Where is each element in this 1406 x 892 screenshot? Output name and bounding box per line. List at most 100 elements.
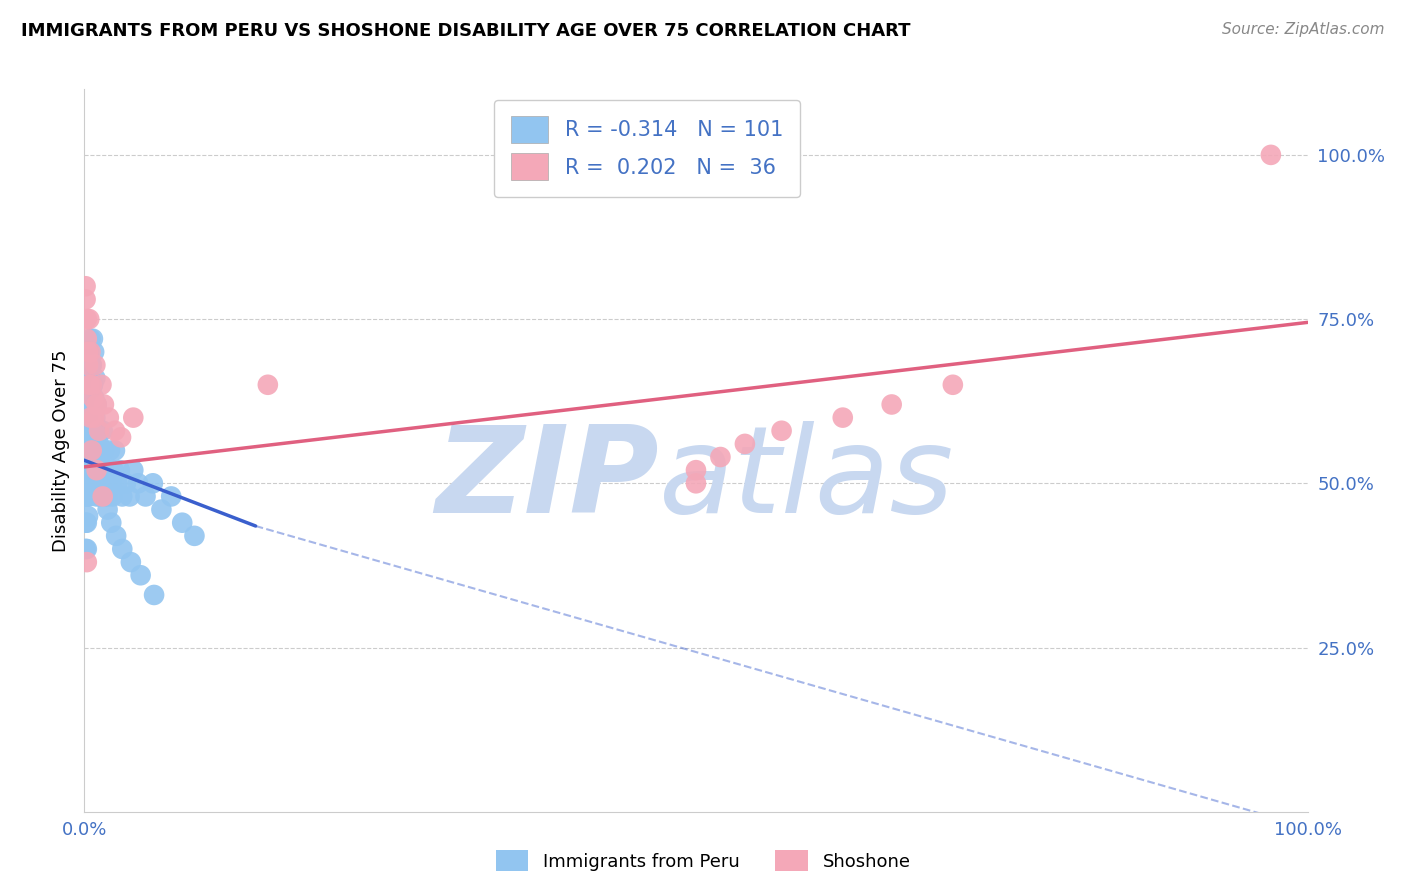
Point [75, 463, 97, 477]
Point [77, 377, 100, 392]
Point [93, 443, 115, 458]
Point [129, 568, 152, 582]
Point [76, 332, 98, 346]
Point [77, 476, 100, 491]
Point [77, 476, 100, 491]
Point [80, 443, 103, 458]
Point [86, 463, 108, 477]
Point [79, 410, 101, 425]
Point [79, 450, 101, 464]
Point [160, 490, 183, 504]
Text: IMMIGRANTS FROM PERU VS SHOSHONE DISABILITY AGE OVER 75 CORRELATION CHART: IMMIGRANTS FROM PERU VS SHOSHONE DISABIL… [21, 22, 911, 40]
Point [76, 541, 98, 556]
Point [83, 397, 105, 411]
Point [734, 437, 756, 451]
Point [77, 490, 100, 504]
Point [83, 391, 105, 405]
Point [83, 476, 105, 491]
Point [111, 541, 134, 556]
Point [80, 358, 103, 372]
Point [118, 490, 141, 504]
Point [75, 279, 97, 293]
Point [76, 516, 98, 530]
Point [76, 490, 98, 504]
Point [100, 476, 122, 491]
Point [685, 476, 707, 491]
Point [77, 410, 100, 425]
Point [91, 490, 114, 504]
Point [77, 437, 100, 451]
Point [80, 377, 103, 392]
Point [86, 397, 108, 411]
Point [135, 490, 157, 504]
Point [115, 476, 138, 491]
Point [104, 443, 127, 458]
Point [76, 463, 98, 477]
Point [83, 437, 105, 451]
Point [87, 424, 110, 438]
Point [94, 490, 117, 504]
Point [79, 384, 101, 399]
Point [91, 424, 114, 438]
Point [105, 476, 128, 491]
Point [77, 345, 100, 359]
Point [89, 463, 111, 477]
Point [93, 397, 115, 411]
Point [77, 450, 100, 464]
Point [75, 437, 97, 451]
Point [91, 476, 114, 491]
Point [172, 516, 194, 530]
Point [942, 377, 965, 392]
Point [89, 450, 111, 464]
Point [77, 410, 100, 425]
Point [82, 377, 104, 392]
Point [880, 397, 903, 411]
Point [79, 424, 101, 438]
Y-axis label: Disability Age Over 75: Disability Age Over 75 [52, 349, 70, 552]
Point [76, 443, 98, 458]
Point [77, 358, 100, 372]
Point [97, 463, 120, 477]
Point [79, 345, 101, 359]
Point [82, 424, 104, 438]
Point [76, 476, 98, 491]
Point [87, 476, 110, 491]
Point [257, 377, 280, 392]
Point [80, 358, 103, 372]
Point [143, 588, 166, 602]
Point [87, 437, 110, 451]
Point [120, 555, 142, 569]
Point [75, 293, 97, 307]
Point [80, 397, 103, 411]
Point [84, 417, 107, 432]
Point [127, 476, 149, 491]
Point [84, 371, 107, 385]
Point [183, 529, 205, 543]
Point [150, 502, 173, 516]
Point [122, 410, 145, 425]
Point [87, 443, 110, 458]
Point [90, 463, 112, 477]
Point [77, 345, 100, 359]
Point [75, 490, 97, 504]
Point [77, 377, 100, 392]
Point [84, 358, 107, 372]
Point [108, 463, 131, 477]
Point [75, 476, 97, 491]
Point [84, 457, 107, 471]
Point [709, 450, 731, 464]
Point [86, 490, 108, 504]
Point [105, 529, 128, 543]
Point [122, 463, 145, 477]
Legend: Immigrants from Peru, Shoshone: Immigrants from Peru, Shoshone [488, 843, 918, 879]
Point [77, 509, 100, 524]
Point [89, 490, 111, 504]
Point [98, 443, 121, 458]
Point [77, 377, 100, 392]
Point [76, 410, 98, 425]
Point [82, 377, 104, 392]
Point [685, 463, 707, 477]
Point [97, 502, 120, 516]
Point [80, 443, 103, 458]
Point [100, 516, 122, 530]
